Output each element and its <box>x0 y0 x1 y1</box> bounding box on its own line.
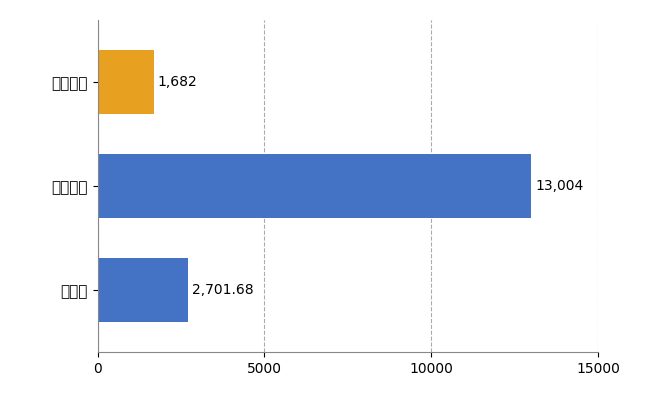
Text: 13,004: 13,004 <box>536 179 584 193</box>
Bar <box>98 258 188 322</box>
Bar <box>98 50 153 114</box>
Text: 2,701.68: 2,701.68 <box>192 283 254 297</box>
Text: 1,682: 1,682 <box>158 75 198 89</box>
Bar <box>98 154 532 218</box>
